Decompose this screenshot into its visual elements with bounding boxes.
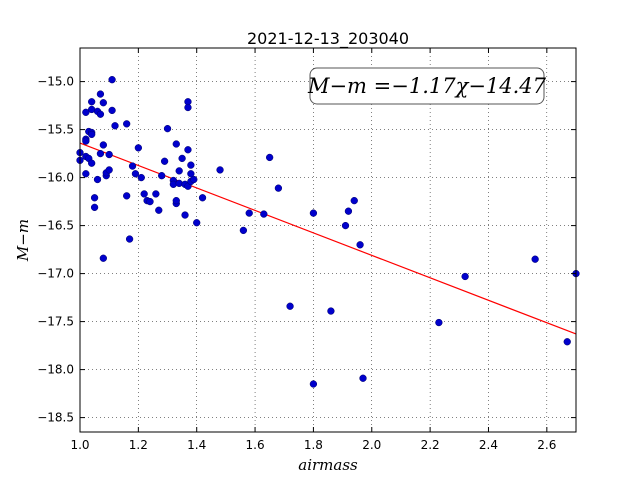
data-point <box>140 190 148 198</box>
data-point <box>88 130 96 139</box>
ticks <box>79 48 576 432</box>
x-tick-label: 1.6 <box>246 438 265 452</box>
y-tick-label: −16.5 <box>37 219 74 233</box>
chart-title: 2021-12-13_203040 <box>247 29 409 49</box>
data-point <box>82 170 90 178</box>
y-tick-label: −16.0 <box>37 171 74 185</box>
data-point <box>158 172 166 180</box>
data-point <box>172 140 180 148</box>
y-tick-label: −18.0 <box>37 363 74 377</box>
x-tick-label: 2.4 <box>479 438 498 452</box>
data-point <box>96 110 105 118</box>
data-point <box>99 99 107 107</box>
data-point <box>265 153 274 162</box>
data-point <box>286 302 294 310</box>
x-tick-label: 1.2 <box>129 438 148 452</box>
y-axis-label: M−m <box>14 219 32 262</box>
x-tick-label: 2.2 <box>421 438 440 452</box>
scatter-points <box>76 76 580 388</box>
data-point <box>274 184 283 192</box>
data-point <box>90 203 99 212</box>
data-point <box>111 122 119 130</box>
data-point <box>239 226 248 235</box>
data-point <box>309 380 318 388</box>
y-tick-label: −15.5 <box>37 123 74 137</box>
data-point <box>160 157 169 165</box>
data-point <box>96 90 105 98</box>
data-point <box>82 137 90 145</box>
plot-frame <box>79 47 577 433</box>
y-tick-label: −17.0 <box>37 267 74 281</box>
data-point <box>99 254 107 262</box>
data-point <box>105 166 113 174</box>
data-point <box>356 241 364 249</box>
y-tick-labels: −15.0 −15.5 −16.0 −16.5 −17.0 −17.5 −18.0 −18.5 <box>37 75 74 425</box>
x-tick-label: 2.0 <box>362 438 381 452</box>
data-point <box>198 194 207 202</box>
data-point <box>108 106 116 115</box>
data-point <box>350 196 358 205</box>
data-point <box>184 146 192 154</box>
data-point <box>82 108 90 116</box>
x-tick-label: 1.0 <box>70 438 89 452</box>
data-point <box>341 221 350 230</box>
data-point <box>123 120 131 128</box>
x-tick-label: 2.6 <box>537 438 556 452</box>
data-point <box>128 162 137 170</box>
data-point <box>216 166 224 174</box>
data-point <box>152 190 160 198</box>
fit-line <box>79 142 577 335</box>
data-point <box>184 103 192 112</box>
grid <box>79 48 576 432</box>
data-point <box>88 98 96 106</box>
data-point <box>96 149 105 158</box>
data-point <box>137 173 145 182</box>
data-point <box>461 272 469 281</box>
data-point <box>563 338 571 346</box>
x-tick-label: 1.8 <box>304 438 323 452</box>
data-point <box>193 219 201 227</box>
y-tick-label: −17.5 <box>37 315 74 329</box>
x-tick-label: 1.4 <box>187 438 206 452</box>
data-point <box>105 150 113 159</box>
data-point <box>175 167 183 175</box>
data-point <box>125 235 134 243</box>
data-point <box>359 374 367 382</box>
data-point <box>90 194 99 202</box>
data-point <box>155 206 163 214</box>
y-tick-label: −15.0 <box>37 75 74 89</box>
annotation-box <box>309 67 545 105</box>
data-point <box>163 124 172 133</box>
data-point <box>88 159 96 167</box>
x-axis-label: airmass <box>298 456 358 474</box>
data-point <box>187 170 195 178</box>
data-point <box>131 170 140 178</box>
data-point <box>260 210 268 218</box>
data-point <box>435 318 443 327</box>
data-point <box>134 144 143 152</box>
data-point <box>187 161 195 169</box>
data-point <box>123 192 131 200</box>
data-point <box>178 154 186 163</box>
x-tick-labels: 1.0 1.2 1.4 1.6 1.8 2.0 2.2 2.4 2.6 <box>70 438 556 452</box>
data-point <box>190 175 198 184</box>
data-point <box>531 255 539 263</box>
fit-line-group <box>79 142 577 335</box>
data-point <box>172 196 180 205</box>
data-point <box>146 197 154 206</box>
y-tick-label: −18.5 <box>37 411 74 425</box>
data-point <box>309 209 318 217</box>
data-point <box>327 307 335 315</box>
data-point <box>344 207 353 215</box>
data-point <box>108 76 116 84</box>
fit-equation: M−m =−1.17χ−14.47 <box>307 74 547 98</box>
data-point <box>245 209 253 217</box>
data-point <box>93 175 102 184</box>
data-point <box>99 141 107 149</box>
data-point <box>181 211 189 219</box>
